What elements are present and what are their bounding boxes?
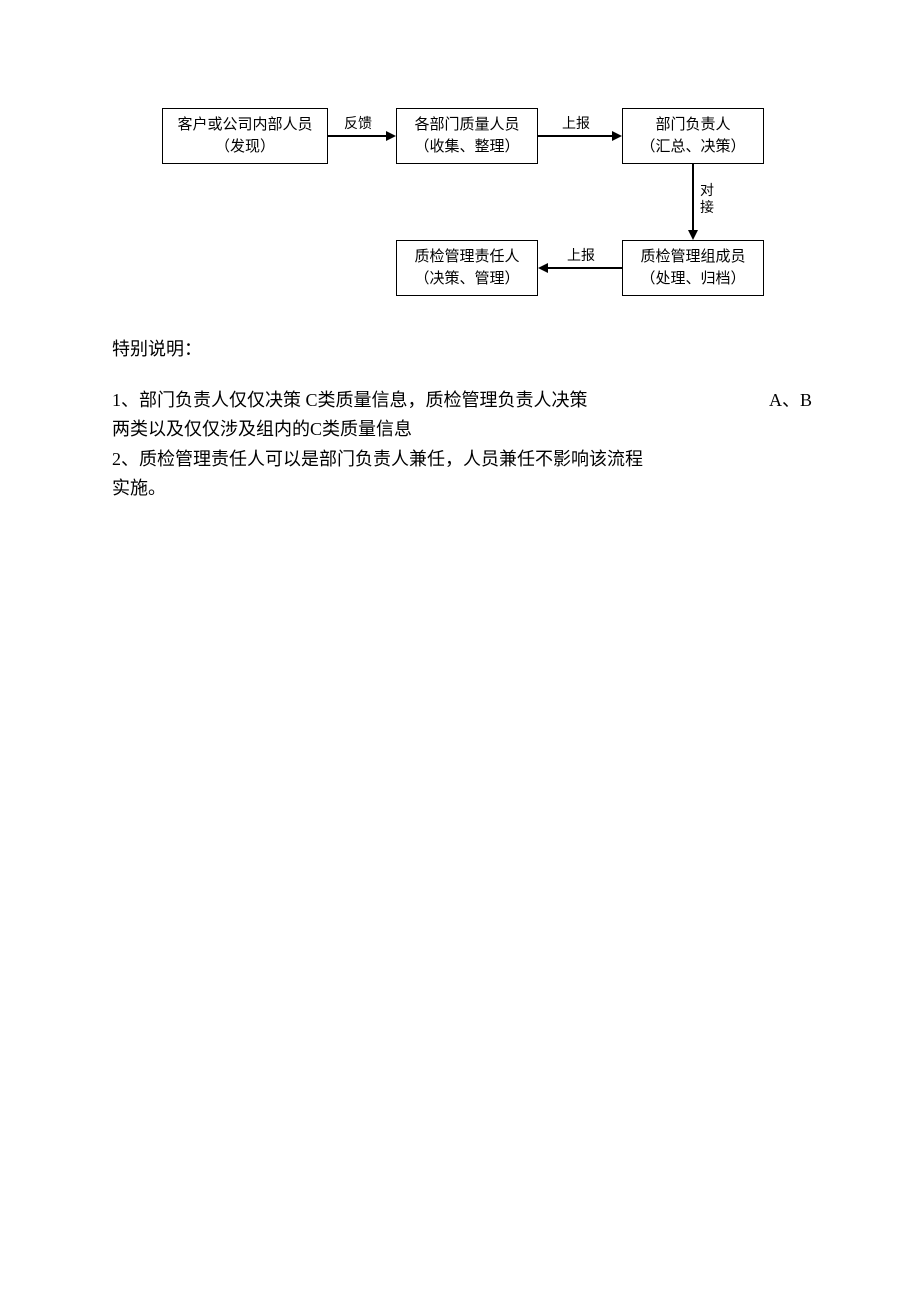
node-line1: 部门负责人 bbox=[655, 114, 730, 137]
flowchart: 客户或公司内部人员 （发现） 各部门质量人员 （收集、整理） 部门负责人 （汇总… bbox=[162, 108, 822, 308]
node-line1: 质检管理责任人 bbox=[414, 246, 519, 269]
node-line2: （发现） bbox=[215, 136, 275, 159]
node-quality-staff: 各部门质量人员 （收集、整理） bbox=[396, 108, 538, 164]
node-qc-manager: 质检管理责任人 （决策、管理） bbox=[396, 240, 538, 296]
node-line2: （汇总、决策） bbox=[640, 136, 745, 159]
node-line1: 客户或公司内部人员 bbox=[177, 114, 312, 137]
para1-line2: 两类以及仅仅涉及组内的C类质量信息 bbox=[112, 415, 812, 444]
node-line1: 各部门质量人员 bbox=[414, 114, 519, 137]
notes-section: 特别说明： 1、部门负责人仅仅决策 C类质量信息，质检管理负责人决策 A、B 两… bbox=[112, 335, 812, 505]
para2-main: 2、质检管理责任人可以是部门负责人兼任，人员兼任不影响该流程 bbox=[112, 445, 643, 474]
node-line2: （决策、管理） bbox=[414, 268, 519, 291]
para1-line1: 1、部门负责人仅仅决策 C类质量信息，质检管理负责人决策 A、B bbox=[112, 386, 812, 415]
page-container: 客户或公司内部人员 （发现） 各部门质量人员 （收集、整理） 部门负责人 （汇总… bbox=[0, 0, 920, 1303]
edge-feedback-line bbox=[328, 135, 386, 137]
edge-dock-char2: 接 bbox=[700, 201, 714, 218]
node-line2: （处理、归档） bbox=[640, 268, 745, 291]
edge-feedback-label: 反馈 bbox=[344, 117, 372, 134]
edge-dock-label: 对 接 bbox=[700, 184, 714, 218]
para2-line2: 实施。 bbox=[112, 474, 812, 503]
edge-report2-label: 上报 bbox=[567, 249, 595, 266]
notes-para-1: 1、部门负责人仅仅决策 C类质量信息，质检管理负责人决策 A、B 两类以及仅仅涉… bbox=[112, 386, 812, 444]
notes-para-2: 2、质检管理责任人可以是部门负责人兼任，人员兼任不影响该流程 实施。 bbox=[112, 445, 812, 503]
edge-report1-arrow bbox=[612, 131, 622, 141]
edge-report1-line bbox=[538, 135, 612, 137]
edge-dock-line bbox=[692, 164, 694, 230]
node-customer: 客户或公司内部人员 （发现） bbox=[162, 108, 328, 164]
edge-dock-char1: 对 bbox=[700, 184, 714, 201]
edge-report2-line bbox=[548, 267, 622, 269]
para2-line1: 2、质检管理责任人可以是部门负责人兼任，人员兼任不影响该流程 bbox=[112, 445, 812, 474]
node-dept-head: 部门负责人 （汇总、决策） bbox=[622, 108, 764, 164]
edge-feedback-arrow bbox=[386, 131, 396, 141]
node-line2: （收集、整理） bbox=[414, 136, 519, 159]
para1-right: A、B bbox=[769, 386, 812, 415]
node-line1: 质检管理组成员 bbox=[640, 246, 745, 269]
edge-report1-label: 上报 bbox=[562, 117, 590, 134]
edge-dock-arrow bbox=[688, 230, 698, 240]
node-qc-member: 质检管理组成员 （处理、归档） bbox=[622, 240, 764, 296]
edge-report2-arrow bbox=[538, 263, 548, 273]
notes-heading: 特别说明： bbox=[112, 335, 812, 364]
para1-main: 1、部门负责人仅仅决策 C类质量信息，质检管理负责人决策 bbox=[112, 386, 588, 415]
